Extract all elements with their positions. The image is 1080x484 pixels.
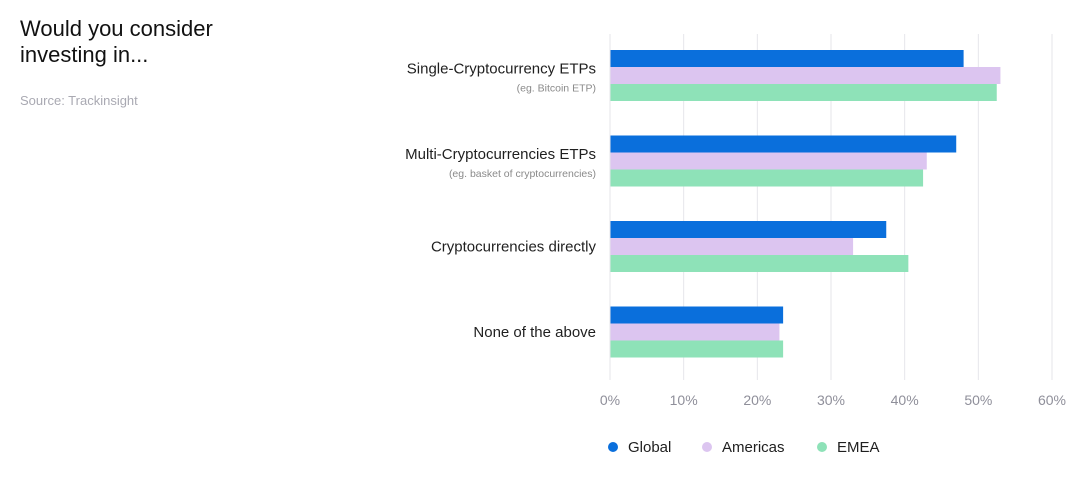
bar-global <box>610 136 956 153</box>
category-label: Multi-Cryptocurrencies ETPs <box>405 146 596 163</box>
x-tick-label: 20% <box>743 392 771 408</box>
x-tick-label: 10% <box>670 392 698 408</box>
chart-card: Would you consider investing in... Sourc… <box>0 0 1080 484</box>
bar-emea <box>610 341 783 358</box>
legend-marker-emea <box>817 442 827 452</box>
legend-label-emea: EMEA <box>837 439 880 456</box>
legend-label-americas: Americas <box>722 439 785 456</box>
bar-global <box>610 221 886 238</box>
bar-global <box>610 307 783 324</box>
bar-global <box>610 50 964 67</box>
category-label: Cryptocurrencies directly <box>431 239 597 256</box>
x-tick-label: 40% <box>891 392 919 408</box>
bar-americas <box>610 238 853 255</box>
x-tick-label: 60% <box>1038 392 1066 408</box>
category-note: (eg. Bitcoin ETP) <box>517 83 596 95</box>
bar-emea <box>610 170 923 187</box>
legend-label-global: Global <box>628 439 671 456</box>
bar-americas <box>610 324 779 341</box>
x-tick-label: 50% <box>964 392 992 408</box>
legend-marker-global <box>608 442 618 452</box>
x-tick-label: 30% <box>817 392 845 408</box>
bar-emea <box>610 84 997 101</box>
bar-emea <box>610 255 908 272</box>
category-label: None of the above <box>473 324 596 341</box>
bar-americas <box>610 153 927 170</box>
bar-americas <box>610 67 1000 84</box>
bar-chart: 0% 10% 20% 30% 40% 50% 60% Single-Cryptocurrenc… <box>0 0 1080 484</box>
category-label: Single-Cryptocurrency ETPs <box>407 61 596 78</box>
x-tick-label: 0% <box>600 392 620 408</box>
legend-marker-americas <box>702 442 712 452</box>
category-note: (eg. basket of cryptocurrencies) <box>449 168 596 180</box>
